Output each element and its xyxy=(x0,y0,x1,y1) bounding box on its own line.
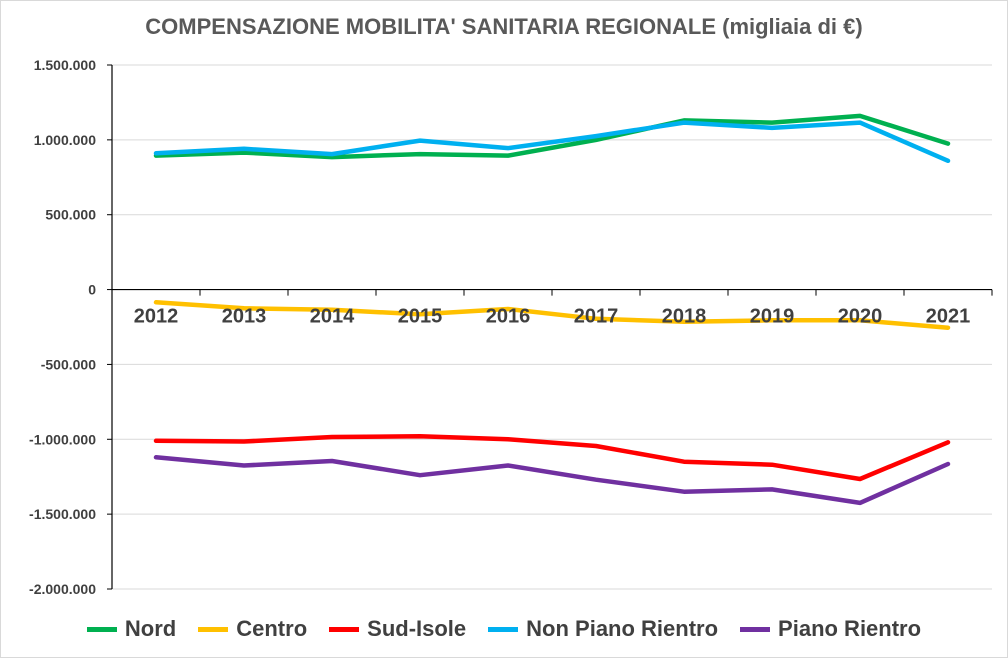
x-tick-label: 2018 xyxy=(662,306,707,328)
series-line-sud-isole xyxy=(153,434,951,482)
legend-label: Piano Rientro xyxy=(778,616,922,641)
y-tick-label: -1.000.000 xyxy=(29,431,96,447)
legend-item: Nord xyxy=(86,616,177,642)
axes xyxy=(107,64,993,590)
legend: Nord Centro Sud-Isole Non Piano Rientro Pian… xyxy=(0,614,1008,644)
y-tick-label: 0 xyxy=(88,282,96,298)
series-line-non-piano-rientro xyxy=(153,120,951,164)
legend-label: Nord xyxy=(124,616,177,641)
legend-item: Centro xyxy=(198,616,307,642)
x-tick-label: 2013 xyxy=(222,306,267,328)
x-axis-tick-labels: 2012 2013 2014 2015 2016 2017 2018 2019 2020 2021 xyxy=(134,306,971,328)
y-tick-label: 1.500.000 xyxy=(34,57,96,73)
x-tick-label: 2017 xyxy=(574,306,619,328)
x-tick-label: 2019 xyxy=(750,306,795,328)
y-tick-label: -1.500.000 xyxy=(29,506,96,522)
legend-item: Non Piano Rientro xyxy=(488,616,718,642)
legend-item: Piano Rientro xyxy=(740,616,921,642)
legend-label: Sud-Isole xyxy=(367,616,467,641)
legend-label: Non Piano Rientro xyxy=(526,616,719,641)
series-lines xyxy=(153,113,951,506)
series-line-nord xyxy=(153,113,951,160)
chart-title: COMPENSAZIONE MOBILITA' SANITARIA REGION… xyxy=(145,14,863,39)
x-tick-label: 2012 xyxy=(134,306,179,328)
y-axis-tick-labels: 1.500.000 1.000.000 500.000 0 -500.000 -1.000… xyxy=(29,57,96,597)
legend-swatch xyxy=(740,626,771,632)
y-tick-label: -2.000.000 xyxy=(29,581,96,597)
y-tick-label: -500.000 xyxy=(41,356,96,372)
x-tick-label: 2016 xyxy=(486,306,531,328)
x-tick-label: 2021 xyxy=(926,306,971,328)
x-tick-label: 2015 xyxy=(398,306,443,328)
legend-swatch xyxy=(198,626,229,632)
series-line-centro xyxy=(153,300,951,330)
x-tick-label: 2014 xyxy=(310,306,355,328)
legend-swatch xyxy=(86,626,117,632)
legend-swatch xyxy=(329,626,360,632)
y-tick-label: 1.000.000 xyxy=(34,132,96,148)
legend-label: Centro xyxy=(236,616,308,641)
series-line-piano-rientro xyxy=(153,455,951,506)
legend-item: Sud-Isole xyxy=(329,616,466,642)
y-tick-label: 500.000 xyxy=(45,207,96,223)
x-tick-label: 2020 xyxy=(838,306,883,328)
legend-swatch xyxy=(488,626,519,632)
